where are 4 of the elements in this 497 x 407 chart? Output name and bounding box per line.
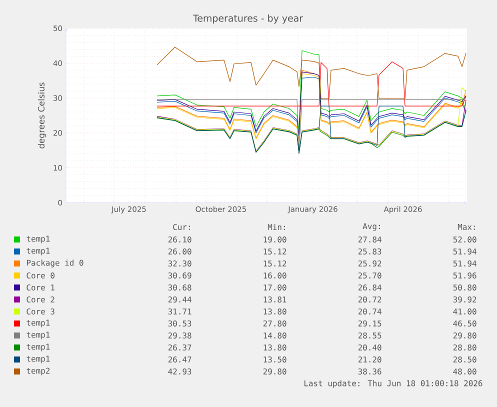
line-series xyxy=(156,87,466,153)
y-axis-title: degrees Celsius xyxy=(38,82,46,148)
line-series xyxy=(156,50,466,130)
chart-title: Temperatures - by year xyxy=(192,14,304,24)
